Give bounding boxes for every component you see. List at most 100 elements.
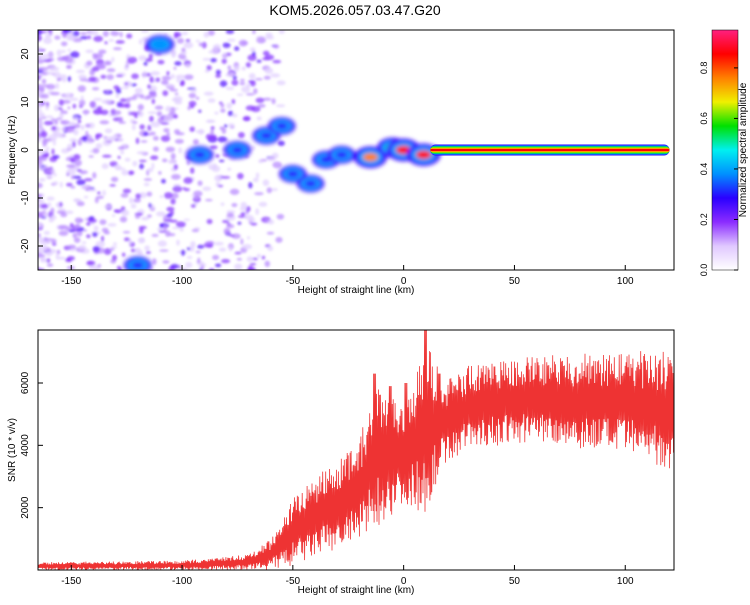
noise-speckle: [183, 42, 194, 49]
noise-speckle: [38, 109, 43, 112]
noise-speckle: [195, 96, 200, 100]
noise-speckle: [46, 263, 54, 267]
x-tick-label: -100: [172, 576, 192, 587]
noise-speckle: [72, 232, 78, 239]
snr-y-ticks: 2000 4000 6000: [20, 371, 43, 519]
noise-speckle: [119, 31, 123, 38]
noise-speckle: [255, 172, 260, 179]
noise-speckle: [256, 116, 262, 121]
noise-speckle: [53, 172, 57, 177]
noise-speckle: [257, 103, 266, 108]
noise-speckle: [180, 79, 185, 86]
noise-speckle: [161, 80, 169, 85]
signal-blob-peak: [275, 122, 288, 130]
noise-speckle: [166, 206, 175, 212]
noise-speckle: [140, 216, 150, 221]
signal-blob-peak: [231, 146, 244, 154]
noise-speckle: [264, 67, 274, 74]
noise-speckle: [59, 201, 63, 208]
noise-speckle: [165, 146, 176, 153]
noise-speckle: [227, 167, 232, 171]
noise-speckle: [234, 46, 240, 51]
noise-speckle: [56, 249, 61, 255]
noise-speckle: [210, 58, 217, 63]
noise-speckle: [137, 237, 146, 244]
noise-speckle: [45, 105, 49, 111]
noise-speckle: [100, 74, 107, 79]
noise-speckle: [131, 124, 136, 131]
noise-speckle: [221, 176, 231, 179]
noise-speckle: [143, 132, 149, 136]
noise-speckle: [56, 210, 66, 214]
noise-speckle: [151, 98, 156, 105]
noise-speckle: [52, 131, 58, 136]
noise-speckle: [115, 93, 120, 98]
noise-speckle: [152, 136, 159, 141]
noise-speckle: [185, 39, 191, 43]
noise-speckle: [77, 85, 86, 92]
noise-speckle: [215, 74, 221, 78]
noise-speckle: [229, 188, 240, 195]
noise-speckle: [138, 38, 143, 45]
noise-speckle: [228, 123, 235, 128]
noise-speckle: [151, 233, 159, 237]
noise-speckle: [236, 257, 243, 261]
noise-speckle: [206, 218, 213, 225]
noise-speckle: [157, 59, 165, 65]
noise-speckle: [38, 221, 42, 226]
noise-speckle: [267, 219, 275, 225]
noise-speckle: [117, 138, 124, 142]
noise-speckle: [122, 231, 131, 234]
noise-speckle: [266, 187, 273, 194]
noise-speckle: [219, 80, 228, 87]
noise-speckle: [104, 128, 113, 134]
noise-speckle: [45, 71, 55, 75]
noise-speckle: [135, 137, 140, 145]
noise-speckle: [51, 118, 56, 122]
noise-speckle: [161, 178, 166, 184]
noise-speckle: [100, 235, 105, 243]
noise-speckle: [77, 74, 87, 80]
noise-speckle: [70, 175, 75, 180]
noise-speckle: [113, 85, 120, 90]
noise-speckle: [66, 182, 73, 187]
noise-speckle: [131, 73, 139, 80]
noise-speckle: [46, 196, 55, 201]
noise-speckle: [240, 41, 249, 45]
noise-speckle: [201, 263, 207, 267]
noise-speckle: [246, 236, 251, 240]
colorbar: 0.0 0.2 0.4 0.6 0.8 Normalized spectral ampl…: [699, 29, 749, 276]
noise-speckle: [137, 104, 144, 111]
noise-speckle: [159, 195, 164, 198]
noise-speckle: [170, 263, 179, 269]
noise-speckle: [38, 87, 45, 91]
noise-speckle: [113, 110, 122, 115]
noise-speckle: [207, 30, 215, 36]
signal-blob-peak: [131, 261, 144, 269]
noise-speckle: [51, 126, 57, 131]
noise-speckle: [67, 76, 72, 82]
noise-speckle: [207, 98, 216, 103]
noise-speckle: [276, 104, 286, 108]
noise-speckle: [93, 225, 99, 232]
noise-speckle: [98, 49, 107, 55]
noise-speckle: [99, 120, 110, 125]
snr-panel: -150 -100 -50 0 50 100 2000 4000 6000 Height of…: [7, 329, 675, 596]
noise-speckle: [44, 167, 52, 173]
noise-speckle: [228, 246, 233, 252]
noise-speckle: [208, 50, 213, 54]
noise-speckle: [210, 126, 215, 130]
noise-speckle: [46, 52, 54, 59]
noise-speckle: [261, 255, 266, 260]
noise-speckle: [96, 191, 101, 195]
noise-speckle: [178, 147, 183, 154]
noise-speckle: [80, 185, 89, 189]
noise-speckle: [119, 103, 128, 108]
noise-speckle: [65, 34, 74, 38]
noise-speckle: [156, 227, 164, 231]
noise-speckle: [56, 49, 62, 57]
noise-speckle: [101, 163, 109, 170]
noise-speckle: [38, 30, 43, 36]
noise-speckle: [143, 61, 148, 66]
noise-speckle: [221, 127, 227, 134]
